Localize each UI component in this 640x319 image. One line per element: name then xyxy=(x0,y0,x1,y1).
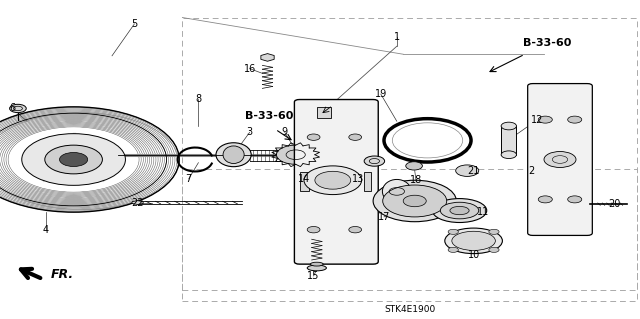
Text: 3: 3 xyxy=(246,127,253,137)
Text: 16: 16 xyxy=(243,63,256,74)
Text: 7: 7 xyxy=(186,174,192,184)
Text: FR.: FR. xyxy=(51,268,74,281)
Bar xyxy=(182,18,637,301)
Text: B-33-60: B-33-60 xyxy=(523,38,572,48)
Circle shape xyxy=(22,134,125,185)
Circle shape xyxy=(568,116,582,123)
Bar xyxy=(182,169,637,290)
Text: 22: 22 xyxy=(131,197,144,208)
Circle shape xyxy=(315,171,351,189)
FancyBboxPatch shape xyxy=(528,84,593,235)
Circle shape xyxy=(349,226,362,233)
Circle shape xyxy=(448,247,458,252)
Ellipse shape xyxy=(307,265,326,271)
Circle shape xyxy=(373,180,456,222)
Text: 18: 18 xyxy=(410,175,422,185)
Text: 21: 21 xyxy=(467,166,480,176)
Bar xyxy=(501,126,516,155)
Polygon shape xyxy=(132,201,143,204)
Bar xyxy=(317,107,331,118)
Circle shape xyxy=(45,145,102,174)
Circle shape xyxy=(10,104,26,113)
Circle shape xyxy=(448,229,458,234)
Text: 14: 14 xyxy=(298,174,310,184)
Text: 8: 8 xyxy=(195,94,202,104)
Circle shape xyxy=(456,165,479,176)
Text: 13: 13 xyxy=(352,174,365,184)
FancyBboxPatch shape xyxy=(294,100,378,264)
Ellipse shape xyxy=(440,202,479,219)
Circle shape xyxy=(489,229,499,234)
Circle shape xyxy=(349,134,362,140)
Circle shape xyxy=(538,196,552,203)
Ellipse shape xyxy=(433,198,486,223)
Circle shape xyxy=(501,151,516,159)
Text: 17: 17 xyxy=(378,212,390,222)
Circle shape xyxy=(403,195,426,207)
Polygon shape xyxy=(261,54,274,61)
Text: B-33-60: B-33-60 xyxy=(244,111,293,122)
Text: 15: 15 xyxy=(307,271,320,281)
Circle shape xyxy=(538,116,552,123)
Text: 10: 10 xyxy=(467,250,480,260)
Text: 5: 5 xyxy=(131,19,138,29)
Circle shape xyxy=(60,152,88,167)
Text: STK4E1900: STK4E1900 xyxy=(384,305,435,314)
Circle shape xyxy=(489,247,499,252)
Bar xyxy=(300,172,309,191)
Ellipse shape xyxy=(223,146,244,164)
Ellipse shape xyxy=(445,228,502,254)
Text: 9: 9 xyxy=(282,127,288,137)
Circle shape xyxy=(304,166,362,195)
Text: 19: 19 xyxy=(374,89,387,99)
Circle shape xyxy=(307,134,320,140)
Circle shape xyxy=(307,226,320,233)
Text: 11: 11 xyxy=(477,207,490,217)
Bar xyxy=(364,172,371,191)
Circle shape xyxy=(364,156,385,166)
Text: 2: 2 xyxy=(528,166,534,176)
Text: 1: 1 xyxy=(394,32,400,42)
Text: 12: 12 xyxy=(531,115,544,125)
Ellipse shape xyxy=(452,231,495,250)
Ellipse shape xyxy=(310,262,323,266)
Text: 6: 6 xyxy=(10,103,16,114)
Ellipse shape xyxy=(450,206,469,215)
Circle shape xyxy=(501,122,516,130)
Text: 4: 4 xyxy=(43,225,49,235)
Circle shape xyxy=(544,152,576,167)
Circle shape xyxy=(406,162,422,170)
Text: 20: 20 xyxy=(608,199,621,209)
Circle shape xyxy=(383,185,447,217)
Ellipse shape xyxy=(383,179,412,204)
Ellipse shape xyxy=(216,143,251,167)
Circle shape xyxy=(568,196,582,203)
Circle shape xyxy=(276,145,315,164)
